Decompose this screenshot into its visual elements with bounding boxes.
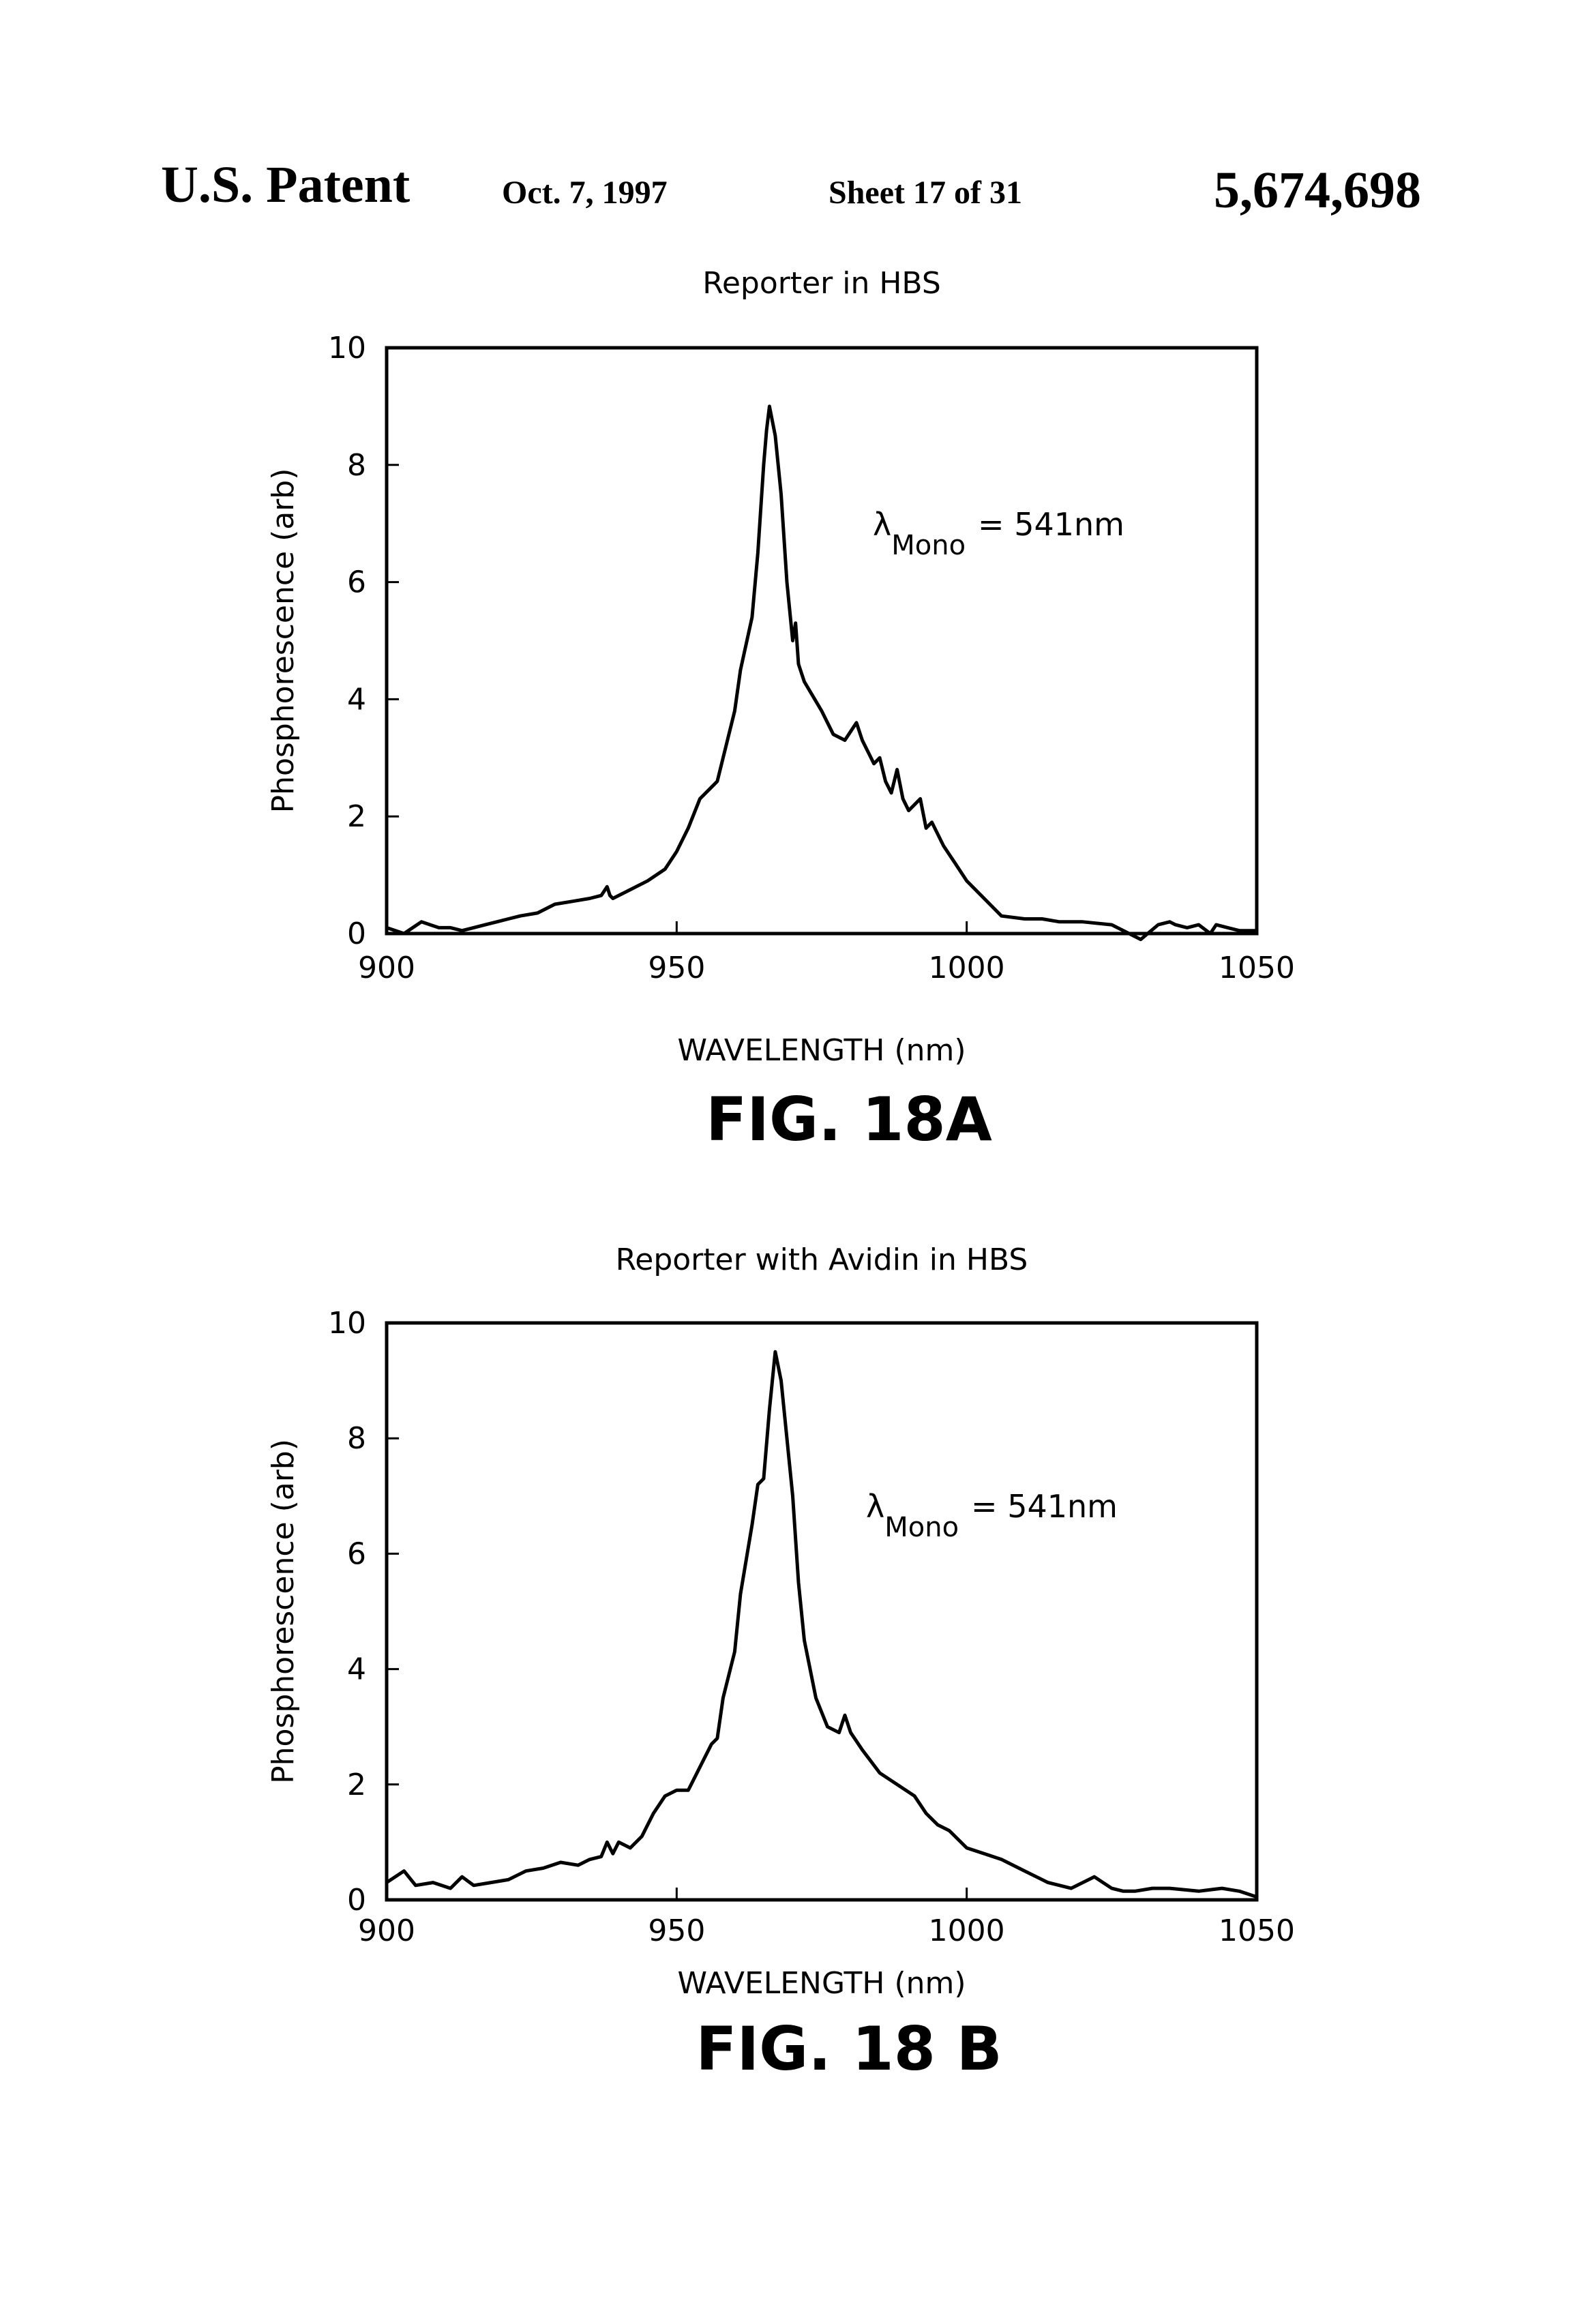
y-tick-label-4: 4 bbox=[347, 682, 366, 717]
y-axis-label: Phosphorescence (arb) bbox=[266, 468, 301, 814]
annotation-subscript: Mono bbox=[891, 530, 966, 561]
annotation-value: = 541nm bbox=[978, 506, 1124, 543]
x-tick-label-1050: 1050 bbox=[1219, 1913, 1295, 1948]
figure-caption: FIG. 18 B bbox=[696, 2014, 1002, 2084]
y-tick-label-6: 6 bbox=[347, 1536, 366, 1571]
annotation-symbol: λ bbox=[873, 506, 891, 543]
y-tick-label-8: 8 bbox=[347, 1421, 366, 1456]
y-tick-label-2: 2 bbox=[347, 1768, 366, 1802]
x-tick-label-900: 900 bbox=[358, 1913, 415, 1948]
x-tick-label-1050: 1050 bbox=[1219, 951, 1295, 985]
figure-caption: FIG. 18A bbox=[706, 1084, 992, 1154]
series-line-0 bbox=[387, 406, 1257, 940]
plot-frame bbox=[387, 348, 1257, 934]
annotation-value: = 541nm bbox=[971, 1488, 1118, 1525]
x-axis-label: WAVELENGTH (nm) bbox=[677, 1966, 966, 2001]
y-tick-label-8: 8 bbox=[347, 448, 366, 483]
y-tick-label-10: 10 bbox=[328, 331, 366, 366]
x-tick-label-1000: 1000 bbox=[929, 951, 1005, 985]
chart-fig-18a: Reporter in HBS 0 2 4 6 8 10 900 950 1000 1050 WAVE… bbox=[266, 266, 1295, 1154]
x-tick-label-1000: 1000 bbox=[929, 1913, 1005, 1948]
plot-frame bbox=[387, 1323, 1257, 1900]
y-tick-label-0: 0 bbox=[347, 917, 366, 951]
x-axis-label: WAVELENGTH (nm) bbox=[677, 1033, 966, 1068]
series-line-0 bbox=[387, 1352, 1257, 1897]
annotation-symbol: λ bbox=[866, 1488, 884, 1525]
chart-fig-18b: Reporter with Avidin in HBS 0 2 4 6 8 10 900 950… bbox=[266, 1242, 1295, 2084]
x-tick-label-900: 900 bbox=[358, 951, 415, 985]
annotation-subscript: Mono bbox=[884, 1512, 959, 1543]
wavelength-annotation: λMono = 541nm bbox=[866, 1488, 1118, 1543]
y-axis-label: Phosphorescence (arb) bbox=[266, 1439, 301, 1784]
chart-title: Reporter in HBS bbox=[702, 266, 941, 301]
chart-title: Reporter with Avidin in HBS bbox=[616, 1242, 1028, 1277]
x-tick-label-950: 950 bbox=[648, 1913, 705, 1948]
y-tick-label-2: 2 bbox=[347, 799, 366, 834]
y-tick-label-0: 0 bbox=[347, 1883, 366, 1918]
wavelength-annotation: λMono = 541nm bbox=[873, 506, 1124, 561]
y-tick-label-4: 4 bbox=[347, 1652, 366, 1687]
y-tick-label-10: 10 bbox=[328, 1306, 366, 1341]
x-tick-label-950: 950 bbox=[648, 951, 705, 985]
y-tick-label-6: 6 bbox=[347, 565, 366, 600]
